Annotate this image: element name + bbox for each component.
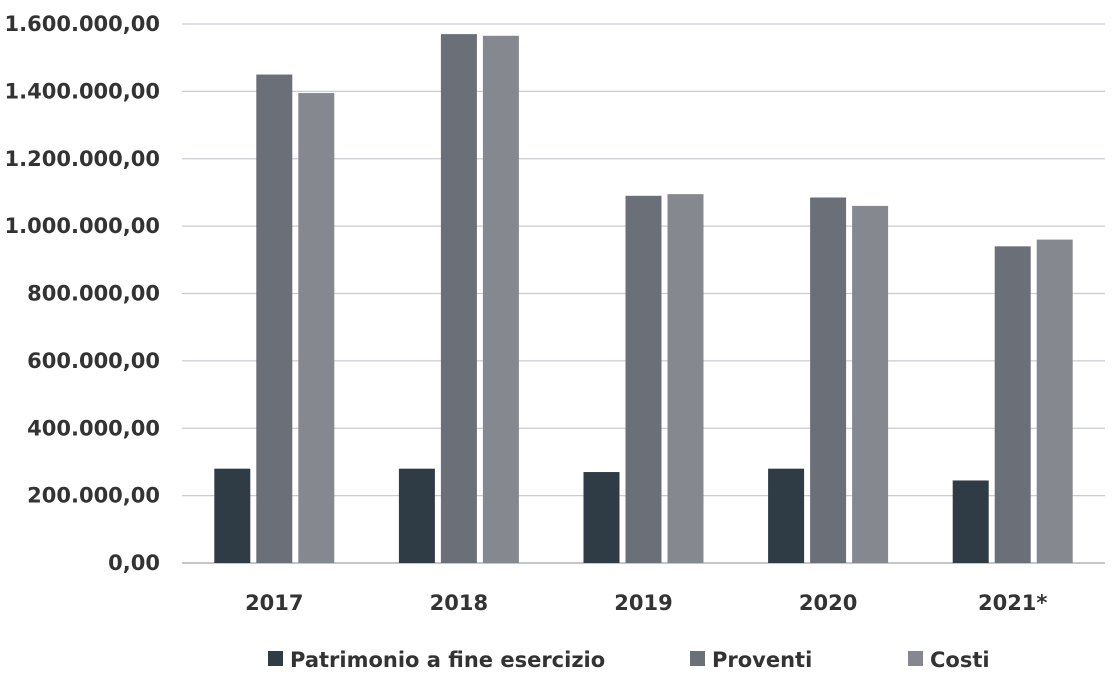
bar	[768, 468, 805, 563]
y-tick-label: 600.000,00	[27, 349, 160, 373]
legend-label: Patrimonio a fine esercizio	[290, 648, 605, 672]
y-axis-tick-labels: 0,00 200.000,00 400.000,00 600.000,00 800.00…	[5, 12, 160, 575]
bar	[583, 472, 620, 563]
bar	[398, 468, 435, 563]
y-tick-label: 800.000,00	[27, 282, 160, 306]
bar	[214, 468, 251, 563]
bar	[667, 194, 704, 563]
y-tick-label: 1.200.000,00	[5, 147, 160, 171]
y-tick-label: 1.600.000,00	[5, 12, 160, 36]
x-category-label: 2020	[799, 591, 857, 615]
y-tick-label: 200.000,00	[27, 484, 160, 508]
legend-label: Costi	[930, 648, 990, 672]
y-tick-label: 1.400.000,00	[5, 79, 160, 103]
y-tick-label: 400.000,00	[27, 416, 160, 440]
legend-swatch	[690, 651, 705, 666]
x-category-label: 2021*	[978, 591, 1047, 615]
bar	[256, 74, 293, 563]
bar	[952, 480, 989, 563]
bar	[298, 93, 335, 563]
bar	[994, 246, 1031, 563]
bar	[625, 195, 662, 563]
bar	[482, 35, 519, 563]
legend-swatch	[908, 651, 923, 666]
x-category-label: 2017	[245, 591, 303, 615]
y-tick-label: 1.000.000,00	[5, 214, 160, 238]
y-tick-label: 0,00	[108, 551, 160, 575]
bar	[1036, 239, 1073, 563]
bar	[810, 197, 847, 563]
bar	[440, 34, 477, 563]
legend-label: Proventi	[712, 648, 812, 672]
legend-swatch	[268, 651, 283, 666]
bar	[852, 205, 889, 563]
x-axis-category-labels: 2017 2018 2019 2020 2021*	[245, 591, 1047, 615]
x-category-label: 2019	[614, 591, 672, 615]
bars	[214, 34, 1073, 563]
x-category-label: 2018	[430, 591, 488, 615]
legend: Patrimonio a fine esercizio Proventi Costi	[268, 648, 990, 672]
